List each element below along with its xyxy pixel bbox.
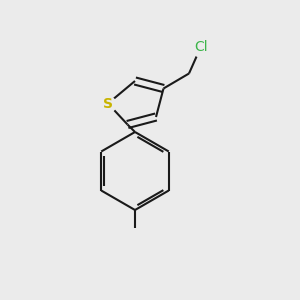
Text: Cl: Cl [194, 40, 208, 53]
Text: S: S [103, 97, 113, 110]
